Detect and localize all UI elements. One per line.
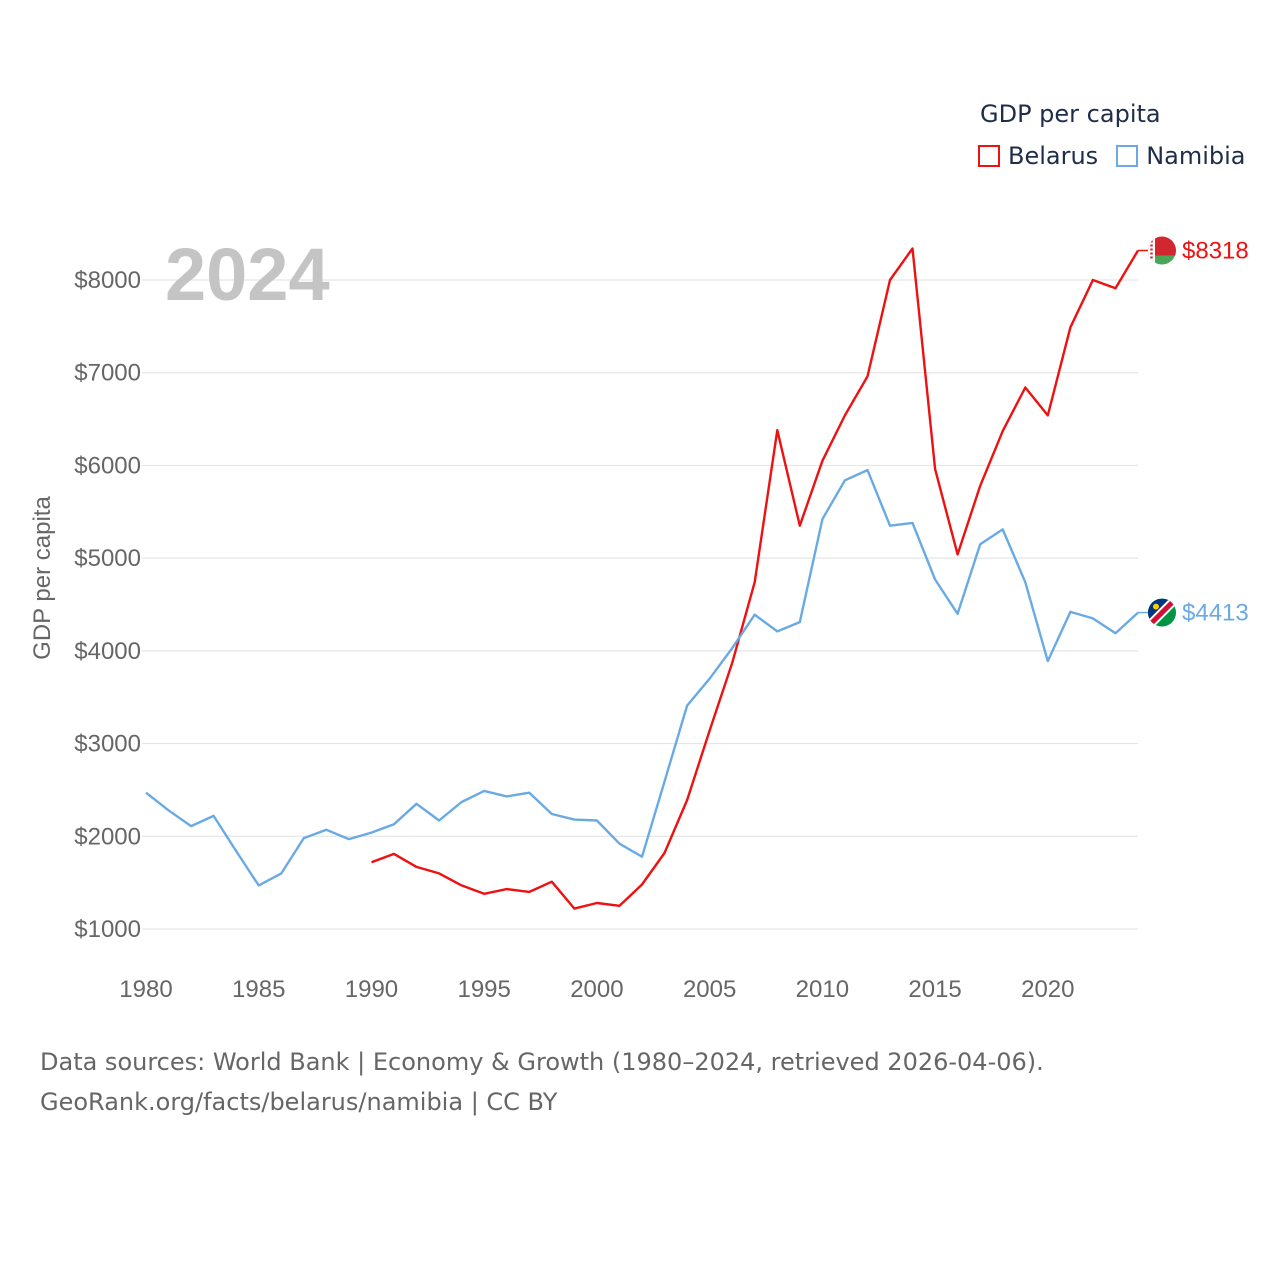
belarus-flag-icon — [1148, 236, 1176, 265]
y-tick-label: $2000 — [74, 823, 141, 850]
year-watermark: 2024 — [165, 233, 330, 316]
x-tick-label: 2005 — [683, 976, 736, 1003]
x-tick-label: 1995 — [457, 976, 510, 1003]
series-line-namibia — [145, 468, 1139, 887]
legend-item-belarus[interactable]: Belarus — [978, 142, 1098, 170]
x-tick-label: 2010 — [796, 976, 849, 1003]
x-axis-ticks: 1980 1985 1990 1995 2000 2005 2010 2015 2020 — [119, 976, 1074, 1003]
y-tick-label: $7000 — [74, 360, 141, 387]
x-tick-label: 2000 — [570, 976, 623, 1003]
end-label-belarus: $8318 — [1182, 238, 1249, 265]
legend-swatch-belarus — [978, 145, 1000, 167]
x-tick-label: 1980 — [119, 976, 172, 1003]
end-label-namibia: $4413 — [1182, 600, 1249, 627]
y-axis-label: GDP per capita — [29, 496, 56, 660]
data-sources-text: Data sources: World Bank | Economy & Gro… — [40, 1048, 1044, 1076]
attribution-link[interactable]: GeoRank.org/facts/belarus/namibia | CC B… — [40, 1088, 558, 1116]
namibia-flag-icon — [1148, 598, 1176, 627]
legend-label-belarus: Belarus — [1008, 142, 1099, 170]
legend-item-namibia[interactable]: Namibia — [1116, 142, 1246, 170]
series-line-belarus — [371, 247, 1140, 910]
x-tick-label: 2020 — [1021, 976, 1074, 1003]
x-tick-label: 1985 — [232, 976, 285, 1003]
series-group: $8318 $4413 — [145, 236, 1249, 910]
gridlines — [142, 279, 1138, 930]
legend-swatch-namibia — [1116, 145, 1139, 167]
footer: Data sources: World Bank | Economy & Gro… — [40, 1042, 1044, 1122]
legend-title: GDP per capita — [980, 100, 1161, 128]
legend-label-namibia: Namibia — [1146, 142, 1246, 170]
y-tick-label: $3000 — [74, 731, 141, 758]
y-tick-label: $8000 — [74, 267, 141, 294]
x-tick-label: 2015 — [908, 976, 961, 1003]
x-tick-label: 1990 — [345, 976, 398, 1003]
y-tick-label: $5000 — [74, 545, 141, 572]
y-tick-label: $6000 — [74, 452, 141, 479]
legend: Belarus Namibia — [978, 142, 1264, 170]
y-axis-ticks: $1000 $2000 $3000 $4000 $5000 $6000 $7000 $8000 — [74, 267, 141, 943]
y-tick-label: $1000 — [74, 916, 141, 943]
y-tick-label: $4000 — [74, 638, 141, 665]
